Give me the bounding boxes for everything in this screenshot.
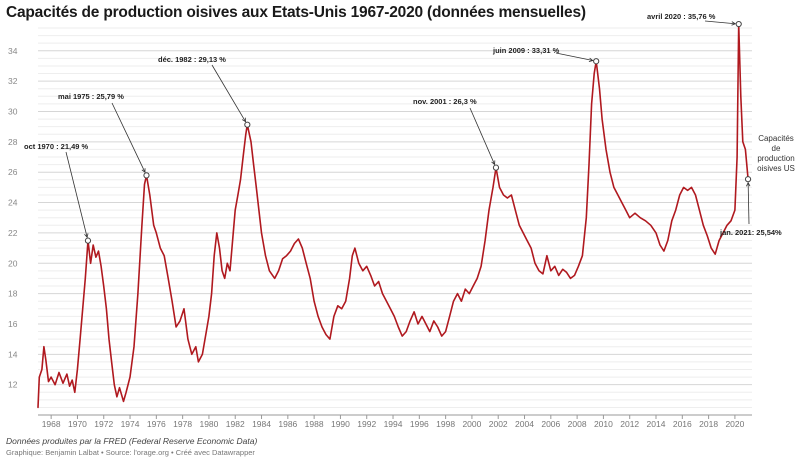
x-tick-label: 1974 xyxy=(121,419,140,429)
series-end-label: Capacités de production oisives US xyxy=(757,134,795,173)
x-tick-label: 1982 xyxy=(226,419,245,429)
annotation-label: juin 2009 : 33,31 % xyxy=(492,46,560,55)
annotation-arrow xyxy=(211,64,246,122)
x-axis-tick-labels: 1968 1970 1972 1974 1976 1978 1980 1982 1984 1986… xyxy=(38,414,752,429)
y-tick-label: 20 xyxy=(8,258,18,268)
y-tick-label: 12 xyxy=(8,380,18,390)
y-axis-tick-labels: 12 14 16 18 20 22 24 26 28 30 32 34 xyxy=(8,46,18,390)
annotation-arrowhead xyxy=(588,57,594,62)
annotation-marker xyxy=(244,121,251,128)
x-tick-label: 1994 xyxy=(384,419,403,429)
annotation-arrowhead xyxy=(141,168,146,174)
annotation-marker xyxy=(492,164,500,171)
x-tick-label: 1986 xyxy=(278,419,297,429)
y-tick-label: 32 xyxy=(8,76,18,86)
x-tick-label: 2000 xyxy=(462,419,481,429)
annotation-arrowhead xyxy=(746,181,751,187)
x-tick-label: 1978 xyxy=(173,419,192,429)
annotation-arrowhead xyxy=(84,233,89,239)
annotation-arrow xyxy=(704,20,736,25)
annotation-marker xyxy=(735,20,742,28)
annotation-marker xyxy=(143,172,150,179)
x-tick-label: 2014 xyxy=(647,419,666,429)
y-tick-label: 30 xyxy=(8,106,18,116)
annotation-arrowhead xyxy=(241,117,247,123)
annotation-arrow xyxy=(111,102,146,173)
y-tick-label: 28 xyxy=(8,137,18,147)
x-tick-label: 1992 xyxy=(357,419,376,429)
x-tick-label: 2006 xyxy=(541,419,560,429)
y-tick-label: 34 xyxy=(8,46,18,56)
annotation-label: déc. 1982 : 29,13 % xyxy=(158,55,226,64)
series-layer xyxy=(37,23,749,409)
grid-lines xyxy=(38,27,752,408)
x-tick-label: 1968 xyxy=(42,419,61,429)
x-tick-label: 1976 xyxy=(147,419,166,429)
annotations: oct 1970 : 21,49 % mai 1975 : 25,79 % déc.… xyxy=(24,12,782,244)
x-tick-label: 1996 xyxy=(410,419,429,429)
x-tick-label: 1972 xyxy=(94,419,113,429)
y-tick-label: 16 xyxy=(8,319,18,329)
annotation-label: nov. 2001 : 26,3 % xyxy=(413,97,477,106)
annotation-label: avril 2020 : 35,76 % xyxy=(647,12,716,21)
credit-note: Graphique: Benjamin Lalbat • Source: l'o… xyxy=(6,448,255,457)
annotation-arrow xyxy=(747,182,750,225)
annotation-arrow xyxy=(469,107,495,165)
y-tick-label: 22 xyxy=(8,228,18,238)
annotation-marker xyxy=(84,237,92,244)
x-tick-label: 1980 xyxy=(199,419,218,429)
x-tick-label: 1990 xyxy=(331,419,350,429)
y-tick-label: 18 xyxy=(8,289,18,299)
series-line xyxy=(37,23,749,409)
annotation-label: oct 1970 : 21,49 % xyxy=(24,142,89,151)
x-tick-label: 2016 xyxy=(673,419,692,429)
chart-title: Capacités de production oisives aux Etat… xyxy=(6,4,586,21)
annotation-arrow xyxy=(65,151,88,238)
x-tick-label: 1998 xyxy=(436,419,455,429)
annotation-arrow xyxy=(555,52,593,61)
x-tick-label: 1984 xyxy=(252,419,271,429)
annotation-label: jan. 2021: 25,54% xyxy=(719,228,782,237)
x-tick-label: 2012 xyxy=(620,419,639,429)
y-tick-label: 26 xyxy=(8,167,18,177)
x-tick-label: 1988 xyxy=(305,419,324,429)
x-tick-label: 2018 xyxy=(699,419,718,429)
y-tick-label: 14 xyxy=(8,349,18,359)
source-note: Données produites par la FRED (Federal R… xyxy=(6,436,258,446)
x-tick-label: 2020 xyxy=(725,419,744,429)
x-tick-label: 2004 xyxy=(515,419,534,429)
annotation-marker xyxy=(744,176,752,183)
annotation-arrowhead xyxy=(731,21,737,26)
x-tick-label: 2002 xyxy=(489,419,508,429)
x-tick-label: 2010 xyxy=(594,419,613,429)
annotation-marker xyxy=(593,58,600,65)
annotation-arrowhead xyxy=(491,160,496,166)
x-tick-label: 1970 xyxy=(68,419,87,429)
x-tick-label: 2008 xyxy=(568,419,587,429)
annotation-label: mai 1975 : 25,79 % xyxy=(58,92,124,101)
y-tick-label: 24 xyxy=(8,198,18,208)
